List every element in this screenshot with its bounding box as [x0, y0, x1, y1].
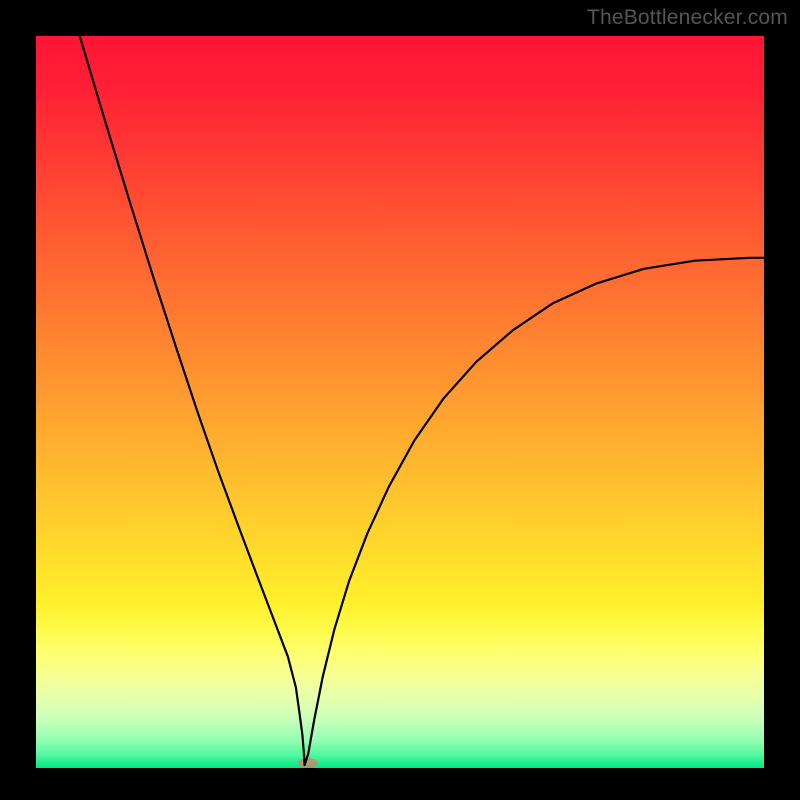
minimum-marker	[298, 758, 318, 768]
figure-root: TheBottlenecker.com	[0, 0, 800, 800]
chart-svg	[0, 0, 800, 800]
plot-background	[36, 36, 764, 768]
watermark-text: TheBottlenecker.com	[587, 6, 788, 30]
